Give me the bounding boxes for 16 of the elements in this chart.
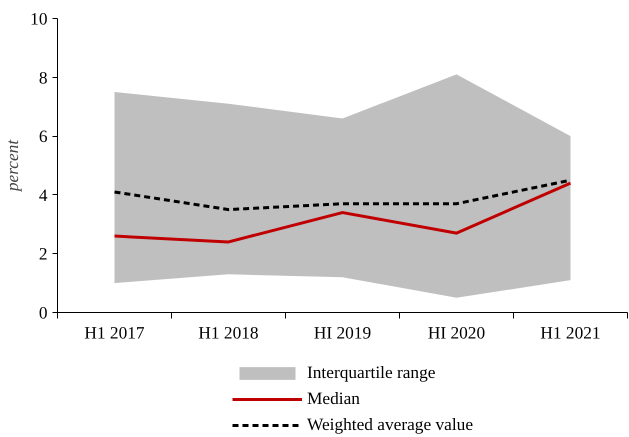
y-tick-label: 2 (38, 244, 48, 264)
x-tick-label: H1 2017 (84, 324, 145, 342)
y-tick-label: 4 (38, 186, 48, 205)
x-tick-label: H1 2018 (198, 324, 259, 342)
legend-label: Weighted average value (307, 415, 474, 435)
y-tick-label: 8 (38, 68, 48, 88)
y-tick-label: 10 (30, 10, 48, 28)
legend-label: Median (307, 389, 360, 409)
x-tick-label: HI 2020 (428, 324, 486, 342)
line-series (113, 182, 572, 244)
legend-label: Interquartile range (307, 363, 436, 383)
x-tick-label: H1 2021 (540, 324, 601, 342)
x-tick-label: HI 2019 (314, 324, 372, 342)
y-tick-label: 6 (38, 127, 48, 146)
y-tick-label: 0 (38, 304, 48, 322)
y-axis-title: percent (3, 138, 22, 194)
